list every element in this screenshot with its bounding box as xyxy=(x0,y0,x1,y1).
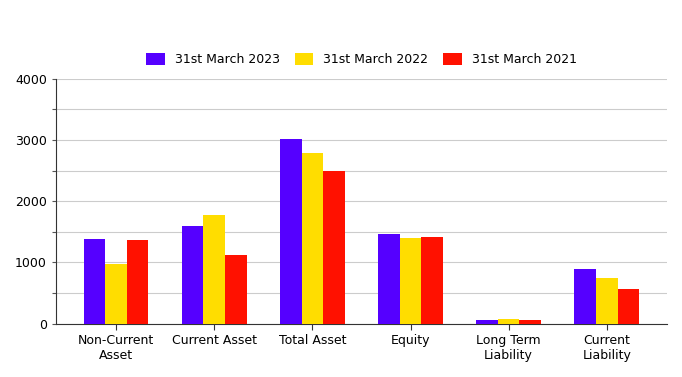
Bar xyxy=(301,153,323,323)
Bar xyxy=(476,320,498,323)
Bar xyxy=(596,278,618,323)
Bar xyxy=(323,171,345,323)
Bar xyxy=(105,264,127,323)
Bar xyxy=(225,255,247,323)
Bar xyxy=(127,240,149,323)
Legend: 31st March 2023, 31st March 2022, 31st March 2021: 31st March 2023, 31st March 2022, 31st M… xyxy=(140,48,582,71)
Bar xyxy=(498,319,520,323)
Bar xyxy=(378,234,400,323)
Bar xyxy=(280,139,301,323)
Bar xyxy=(574,269,596,323)
Bar xyxy=(520,320,541,323)
Bar xyxy=(421,237,443,323)
Bar xyxy=(400,238,421,323)
Bar xyxy=(618,289,639,323)
Bar xyxy=(84,239,105,323)
Bar xyxy=(182,225,203,323)
Bar xyxy=(203,215,225,323)
